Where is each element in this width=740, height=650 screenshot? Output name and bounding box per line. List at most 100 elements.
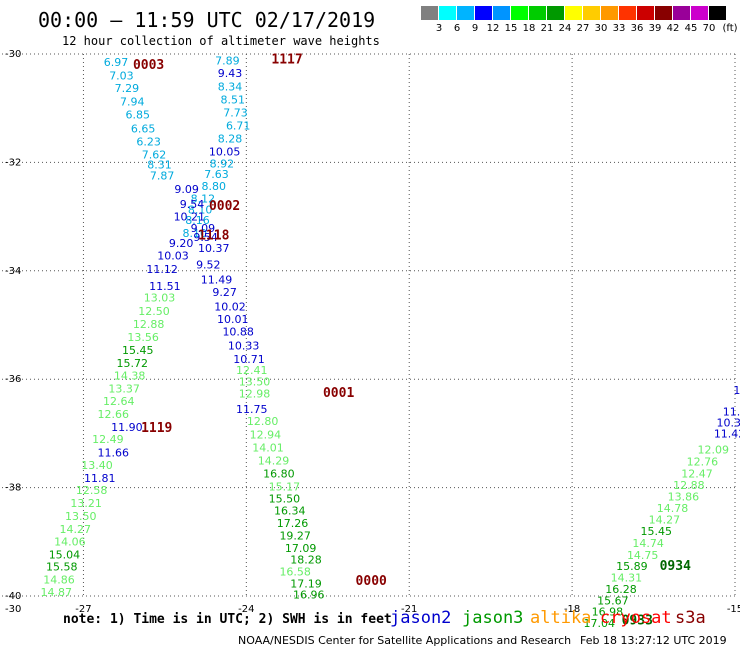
wave-height-point: 12.88 — [133, 318, 165, 331]
legend-label: 70 — [702, 23, 716, 34]
legend-label: 9 — [471, 23, 479, 34]
wave-height-point: 16.98 — [592, 606, 624, 619]
wave-height-point: 14.01 — [252, 441, 284, 454]
chart-title: 00:00 – 11:59 UTC 02/17/2019 — [38, 8, 376, 32]
wave-height-point: 6.85 — [125, 109, 150, 122]
wave-height-point: 10.03 — [157, 250, 189, 263]
legend-swatch — [439, 6, 457, 20]
wave-height-point: 14.06 — [54, 535, 86, 548]
wave-height-point: 12.49 — [92, 433, 124, 446]
x-tick-label: -24 — [238, 604, 254, 615]
legend-swatch — [547, 6, 565, 20]
wave-height-point: 11.49 — [201, 273, 233, 286]
wave-height-point: 14.86 — [43, 574, 75, 587]
wave-height-point: 10 — [733, 384, 740, 397]
wave-height-point: 12.88 — [673, 479, 705, 492]
wave-height-point: 10.88 — [222, 326, 254, 339]
wave-height-point: 6.23 — [136, 135, 161, 148]
wave-height-point: 10.21 — [174, 211, 206, 224]
wave-height-point: 18.28 — [290, 554, 322, 567]
legend-swatch — [511, 6, 529, 20]
y-tick-label: -34 — [5, 266, 21, 277]
legend-swatch — [655, 6, 673, 20]
wave-height-point: 13.56 — [127, 331, 159, 344]
x-tick-label: -21 — [401, 604, 417, 615]
wave-height-point: 9.52 — [196, 258, 221, 271]
legend-label: 15 — [504, 23, 518, 34]
satellite-jason2: jason2 — [390, 608, 452, 628]
wave-height-point: 14.74 — [632, 537, 664, 550]
satellite-cryosat: cryosat — [600, 608, 672, 628]
wave-height-point: 10.02 — [214, 301, 246, 314]
wave-height-point: 10.01 — [217, 313, 249, 326]
wave-height-point: 15.58 — [46, 561, 78, 574]
legend-swatch — [673, 6, 691, 20]
wave-height-point: 13.86 — [668, 490, 700, 503]
wave-height-point: 14.29 — [258, 455, 290, 468]
wave-height-point: 12.98 — [239, 387, 271, 400]
wave-height-point: 8.34 — [218, 81, 243, 94]
wave-height-point: 8.10 — [183, 227, 208, 240]
y-tick-label: -38 — [5, 483, 21, 494]
wave-height-point: 8.31 — [147, 159, 172, 172]
wave-height-point: 11.75 — [236, 403, 268, 416]
wave-height-point: 7.62 — [142, 148, 167, 161]
wave-height-point: 9.43 — [218, 67, 243, 80]
legend-swatch — [421, 6, 439, 20]
legend-label: 39 — [648, 23, 662, 34]
wave-height-point: 8.10 — [188, 204, 213, 217]
wave-height-point: 11.81 — [84, 472, 116, 485]
legend-swatch — [565, 6, 583, 20]
corner-tick-label: -30 — [5, 604, 21, 615]
wave-height-point: 7.73 — [223, 107, 248, 120]
wave-height-point: 11.42 — [714, 427, 740, 440]
wave-height-point: 11.2 — [723, 406, 740, 419]
wave-height-point: 7.63 — [204, 168, 229, 181]
wave-height-point: 15.89 — [616, 560, 648, 573]
wave-height-point: 6.97 — [104, 56, 129, 69]
wave-height-point: 12.41 — [236, 364, 268, 377]
wave-height-point: 12.47 — [681, 468, 713, 481]
wave-height-point: 9.09 — [174, 183, 199, 196]
legend-label: 3 — [435, 23, 443, 34]
wave-height-point: 14.31 — [611, 572, 643, 585]
legend-swatch — [619, 6, 637, 20]
wave-height-point: 6.71 — [226, 120, 251, 133]
wave-height-point: 9.09 — [191, 222, 216, 235]
legend-label: 12 — [486, 23, 500, 34]
wave-height-point: 15.67 — [597, 594, 629, 607]
wave-height-point: 16.58 — [279, 566, 311, 579]
wave-height-point: 14.27 — [649, 514, 681, 527]
wave-height-point: 17.09 — [285, 542, 317, 555]
wave-height-point: 14.87 — [41, 586, 73, 599]
wave-height-point: 14.38 — [114, 369, 146, 382]
wave-height-point: 12.09 — [698, 444, 730, 457]
wave-height-point: 14.75 — [627, 549, 659, 562]
time-label: 0002 — [209, 199, 240, 214]
time-label: 0933 — [622, 613, 653, 628]
wave-height-point: 12.94 — [250, 428, 282, 441]
y-tick-label: -36 — [5, 374, 21, 385]
legend-label: 6 — [453, 23, 461, 34]
wave-height-point: 13.03 — [144, 291, 176, 304]
wave-height-point: 17.26 — [277, 517, 309, 530]
legend-label: 45 — [684, 23, 698, 34]
wave-height-point: 7.29 — [115, 82, 140, 95]
wave-height-point: 17.19 — [290, 578, 322, 591]
legend-swatch — [637, 6, 655, 20]
x-tick-label: -27 — [75, 604, 91, 615]
wave-height-point: 16.28 — [605, 583, 637, 596]
wave-height-point: 7.87 — [150, 169, 175, 182]
wave-height-point: 15.17 — [269, 481, 301, 494]
wave-height-point: 12.58 — [76, 484, 108, 497]
wave-height-point: 10.36 — [717, 417, 740, 430]
chart-subtitle: 12 hour collection of altimeter wave hei… — [62, 34, 380, 48]
wave-height-point: 8.51 — [221, 94, 246, 107]
legend-swatch — [601, 6, 619, 20]
wave-height-point: 8.28 — [218, 133, 243, 146]
legend-label: 33 — [612, 23, 626, 34]
y-tick-label: -40 — [5, 591, 21, 602]
wave-height-point: 19.27 — [279, 529, 311, 542]
wave-height-point: 7.03 — [109, 70, 134, 83]
